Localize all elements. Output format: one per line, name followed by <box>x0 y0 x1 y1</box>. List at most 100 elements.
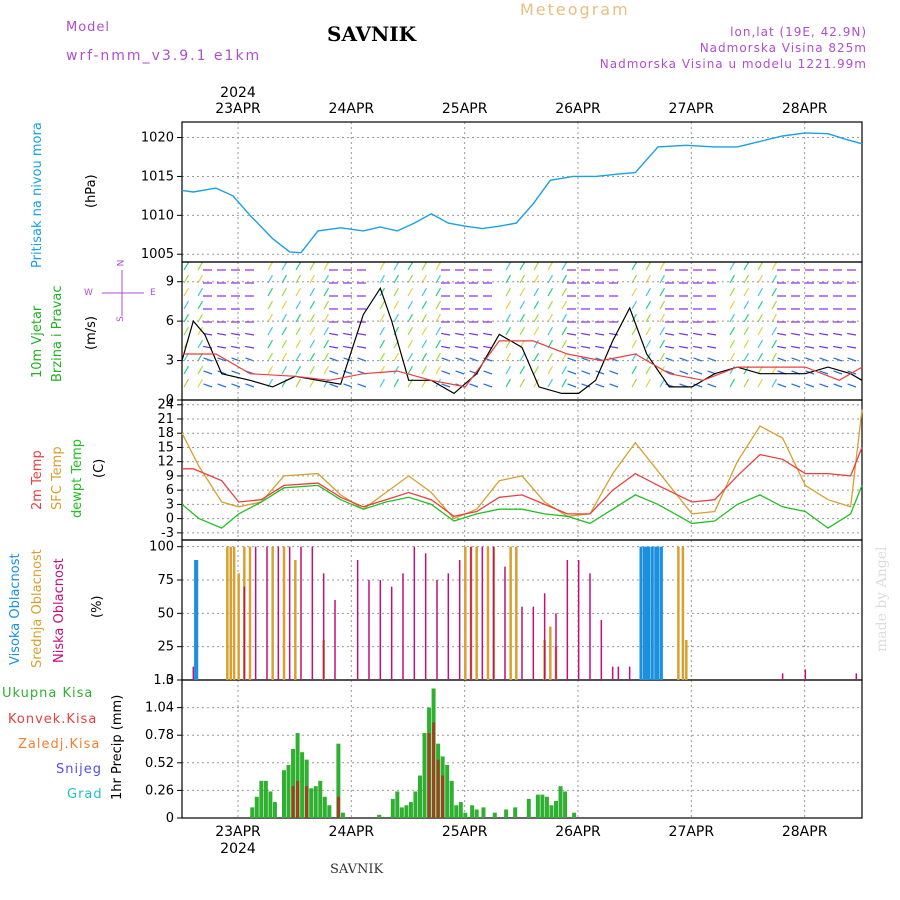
cloud-low-bar <box>356 560 359 680</box>
wind-arrow <box>217 357 227 362</box>
precip-total-bar <box>549 805 554 818</box>
cloud-low-bar <box>611 666 614 680</box>
wind-arrow <box>771 261 778 271</box>
wind-arrow <box>407 261 414 271</box>
year-label-bottom: 2024 <box>220 841 256 857</box>
x-tick-label-bottom: 23APR <box>215 824 261 840</box>
y-tick-label: -3 <box>161 526 174 541</box>
wind-arrow <box>519 261 526 271</box>
wind-arrow <box>519 313 526 323</box>
wind-arrow <box>519 378 526 388</box>
y-tick-label: 0.52 <box>145 756 174 771</box>
precip-total-bar <box>259 780 264 818</box>
cloud-low-bar <box>311 546 314 680</box>
precip-total-bar <box>572 812 577 818</box>
y-tick-label: 3 <box>166 497 174 512</box>
precip-total-bar <box>481 807 486 818</box>
wind-arrow <box>659 352 666 362</box>
wind-arrow <box>281 365 288 375</box>
wind-arrow <box>533 287 540 297</box>
cloud-mid-bar <box>226 546 229 680</box>
x-tick-label-top: 23APR <box>215 101 261 117</box>
cloud-low-bar <box>555 613 557 680</box>
precip-total-bar <box>377 814 382 818</box>
wind-arrow <box>693 370 703 375</box>
x-tick-label-top: 24APR <box>329 101 375 117</box>
precip-total-bar <box>295 733 300 818</box>
wind-arrow <box>435 300 442 310</box>
wind-arrow <box>595 370 605 375</box>
wind-arrow <box>343 332 353 336</box>
wind-arrow <box>729 326 736 336</box>
wind-arrow <box>343 383 353 388</box>
precip-total-bar <box>272 802 277 818</box>
precip-total-bar <box>474 809 479 818</box>
wind-arrow <box>469 383 479 388</box>
wind-arrow <box>505 352 512 362</box>
wind-arrow <box>567 370 577 375</box>
wind-arrow <box>581 345 591 349</box>
cloud-low-bar <box>492 546 495 680</box>
wind-arrow <box>533 300 540 310</box>
wind-arrow <box>281 287 288 297</box>
wind-arrow <box>519 287 526 297</box>
cloud-low-bar <box>804 669 807 680</box>
cloud-mid-bar <box>248 546 252 680</box>
wind-arrow <box>533 313 540 323</box>
y-tick-label: 0.78 <box>145 728 174 743</box>
precip-conv-bar <box>441 775 445 818</box>
wind-arrow <box>421 326 428 336</box>
wind-arrow <box>183 300 190 310</box>
cloud-low-bar <box>334 600 336 680</box>
y-tick-label: 0 <box>166 811 174 826</box>
precip-total-bar <box>504 809 509 818</box>
y-tick-label: 0 <box>166 393 174 408</box>
wind-arrow <box>309 313 316 323</box>
model-label: Model <box>66 20 111 35</box>
x-tick-label-bottom: 28APR <box>782 824 828 840</box>
wind-arrow <box>357 357 367 362</box>
wind-arrow <box>323 339 330 349</box>
wind-arrow <box>819 345 829 349</box>
wind-arrow <box>561 326 568 336</box>
wind-arrow <box>393 287 400 297</box>
wind-arrow <box>435 261 442 271</box>
wind-arrow <box>435 313 442 323</box>
precip-total-bar <box>336 743 341 818</box>
precip-total-bar <box>340 812 345 818</box>
wind-arrow <box>483 332 493 336</box>
wind-arrow <box>757 287 764 297</box>
wind-arrow <box>329 383 339 388</box>
wind-arrow <box>197 339 204 349</box>
wind-arrow <box>421 339 428 349</box>
y-tick-label: 50 <box>157 606 174 621</box>
wind-arrow <box>505 287 512 297</box>
y-tick-label: 1.3 <box>153 673 174 688</box>
wind-arrow <box>771 339 778 349</box>
wind-arrow <box>435 378 442 388</box>
wind-arrow <box>729 339 736 349</box>
wind-arrow <box>561 287 568 297</box>
wind-arrow <box>393 261 400 271</box>
wind-arrow <box>483 383 493 388</box>
precip-legend-conv: Konvek.Kisa <box>8 712 98 727</box>
x-tick-label-bottom: 27APR <box>669 824 715 840</box>
precip-total-bar <box>422 733 427 818</box>
precip-total-bar <box>313 786 318 818</box>
wind-arrow <box>847 357 857 362</box>
wind-arrow <box>295 300 302 310</box>
cloud-low-bar <box>532 606 535 680</box>
wind-arrow <box>729 313 736 323</box>
cloud-low-bar <box>368 580 370 680</box>
wind-arrow <box>483 370 493 375</box>
wind-arrow <box>533 365 540 375</box>
cloud-low-bar <box>379 580 382 680</box>
wind-arrow <box>631 326 638 336</box>
wind-arrow <box>469 357 479 362</box>
wind-arrow <box>833 370 843 375</box>
cloud-low-bar <box>458 560 461 680</box>
wind-arrow <box>245 345 255 349</box>
precip-total-bar <box>526 798 531 818</box>
y-tick-label: 3 <box>166 354 174 369</box>
cloud-low-bar <box>781 673 784 680</box>
